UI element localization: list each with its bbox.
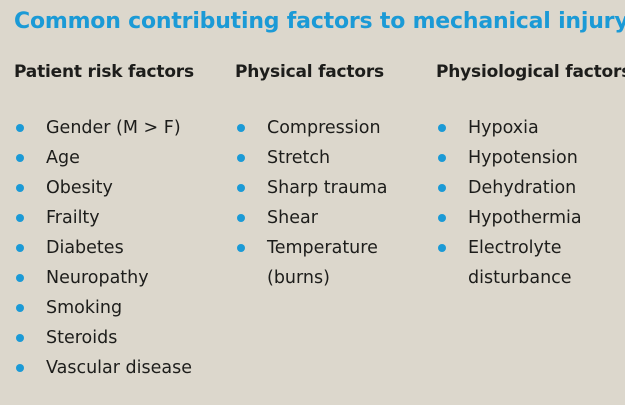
list-item: Sharp trauma xyxy=(235,173,430,203)
list-item: Temperature (burns) xyxy=(235,233,430,293)
list-item-label: Sharp trauma xyxy=(267,178,388,198)
list-item: Dehydration xyxy=(436,173,625,203)
bullet-icon xyxy=(237,214,245,222)
list-item: Stretch xyxy=(235,143,430,173)
bullet-icon xyxy=(237,154,245,162)
list-item: Hypoxia xyxy=(436,113,625,143)
column-physical-factors: Physical factors Compression Stretch Sha… xyxy=(235,60,430,288)
list-item-label: Compression xyxy=(267,118,381,138)
list-item-label: Shear xyxy=(267,208,318,228)
bullet-icon xyxy=(16,154,24,162)
list-item-label: Dehydration xyxy=(468,178,577,198)
bullet-icon xyxy=(16,364,24,372)
bullet-icon xyxy=(438,244,446,252)
list-item-label: Obesity xyxy=(46,178,113,198)
list-item-label: Stretch xyxy=(267,148,331,168)
column-heading: Patient risk factors xyxy=(14,62,194,82)
bullet-icon xyxy=(237,124,245,132)
bullet-icon xyxy=(16,274,24,282)
list-item-label: Gender (M > F) xyxy=(46,118,181,138)
bullet-icon xyxy=(16,334,24,342)
list-item-label: Electrolyte disturbance xyxy=(468,238,572,288)
bullet-icon xyxy=(16,244,24,252)
list-item: Neuropathy xyxy=(14,263,224,293)
bullet-icon xyxy=(438,154,446,162)
list-item-label: Diabetes xyxy=(46,238,124,258)
list-item-label: Frailty xyxy=(46,208,100,228)
list-item-label: Smoking xyxy=(46,298,123,318)
bullet-icon xyxy=(16,304,24,312)
factor-list: Compression Stretch Sharp trauma Shear T… xyxy=(235,113,430,293)
list-item: Smoking xyxy=(14,293,224,323)
column-physiological-factors: Physiological factors Hypoxia Hypotensio… xyxy=(436,60,625,288)
page-title: Common contributing factors to mechanica… xyxy=(14,9,625,34)
list-item-label: Neuropathy xyxy=(46,268,149,288)
factor-list: Gender (M > F) Age Obesity Frailty Diabe… xyxy=(14,113,224,383)
list-item: Electrolyte disturbance xyxy=(436,233,625,293)
column-patient-risk-factors: Patient risk factors Gender (M > F) Age … xyxy=(14,60,224,378)
list-item-label: Vascular disease xyxy=(46,358,192,378)
list-item: Hypotension xyxy=(436,143,625,173)
bullet-icon xyxy=(438,214,446,222)
bullet-icon xyxy=(16,214,24,222)
list-item: Compression xyxy=(235,113,430,143)
list-item-label: Hypotension xyxy=(468,148,578,168)
list-item-label: Steroids xyxy=(46,328,118,348)
bullet-icon xyxy=(237,244,245,252)
bullet-icon xyxy=(438,124,446,132)
bullet-icon xyxy=(16,184,24,192)
list-item: Hypothermia xyxy=(436,203,625,233)
list-item: Age xyxy=(14,143,224,173)
list-item-label: Temperature (burns) xyxy=(267,238,378,288)
list-item: Diabetes xyxy=(14,233,224,263)
list-item: Vascular disease xyxy=(14,353,224,383)
bullet-icon xyxy=(438,184,446,192)
list-item: Shear xyxy=(235,203,430,233)
bullet-icon xyxy=(237,184,245,192)
list-item-label: Hypothermia xyxy=(468,208,582,228)
column-heading: Physical factors xyxy=(235,62,384,82)
list-item: Frailty xyxy=(14,203,224,233)
list-item: Steroids xyxy=(14,323,224,353)
list-item-label: Age xyxy=(46,148,80,168)
bullet-icon xyxy=(16,124,24,132)
factor-list: Hypoxia Hypotension Dehydration Hypother… xyxy=(436,113,625,293)
list-item-label: Hypoxia xyxy=(468,118,539,138)
column-heading: Physiological factors xyxy=(436,62,625,82)
list-item: Obesity xyxy=(14,173,224,203)
list-item: Gender (M > F) xyxy=(14,113,224,143)
